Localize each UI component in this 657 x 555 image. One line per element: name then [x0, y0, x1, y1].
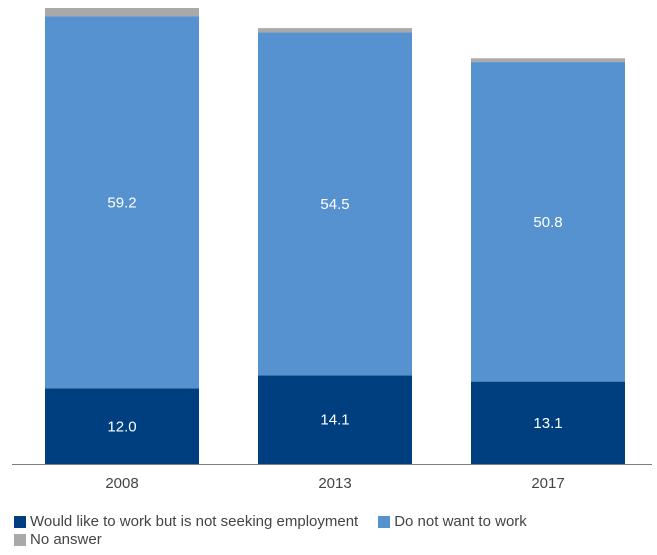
x-tick-label-2013: 2013	[318, 475, 351, 492]
data-label-2008-series-1: 59.2	[107, 194, 136, 211]
legend-item-no-answer: No answer	[14, 531, 102, 549]
legend-item-would-like-to-work: Would like to work but is not seeking em…	[14, 513, 358, 531]
legend-label-do-not-want-to-work: Do not want to work	[394, 513, 527, 530]
bar-2013-series-0	[258, 375, 412, 464]
legend-row-2: No answer	[14, 531, 654, 549]
legend-label-no-answer: No answer	[30, 531, 102, 548]
legend-swatch-do-not-want-to-work	[378, 516, 391, 528]
legend-label-would-like-to-work: Would like to work but is not seeking em…	[30, 513, 359, 530]
bar-2017-series-1	[471, 62, 625, 382]
data-label-2017-series-0: 13.1	[533, 415, 562, 432]
bar-2013-series-1	[258, 32, 412, 376]
legend-swatch-no-answer	[14, 534, 26, 546]
data-label-2017-series-1: 50.8	[533, 214, 562, 231]
bar-2008-series-2	[45, 8, 199, 17]
data-label-2013-series-1: 54.5	[320, 196, 349, 213]
legend: Would like to work but is not seeking em…	[14, 513, 654, 549]
data-label-2008-series-0: 12.0	[107, 418, 136, 435]
bar-2008-series-0	[45, 388, 199, 464]
legend-row-1: Would like to work but is not seeking em…	[14, 513, 654, 531]
legend-swatch-would-like-to-work	[14, 516, 26, 528]
bar-2017-series-0	[471, 381, 625, 464]
bar-2008-series-1	[45, 16, 199, 389]
bar-2013-series-2	[258, 28, 412, 33]
x-tick-label-2017: 2017	[531, 475, 564, 492]
data-label-2013-series-0: 14.1	[320, 412, 349, 429]
legend-item-do-not-want-to-work: Do not want to work	[378, 513, 527, 531]
bar-2017-series-2	[471, 58, 625, 63]
x-tick-label-2008: 2008	[105, 475, 138, 492]
